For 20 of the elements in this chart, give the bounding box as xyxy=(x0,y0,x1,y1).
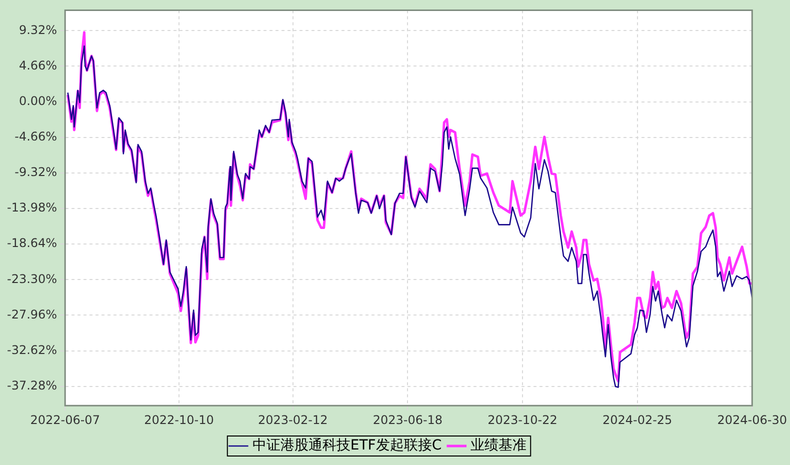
legend-label: 业绩基准 xyxy=(470,438,527,454)
y-tick-label: -9.32% xyxy=(14,165,58,180)
x-tick-label: 2023-10-22 xyxy=(488,412,558,427)
y-tick-label: -27.96% xyxy=(6,307,58,322)
y-tick-label: -23.30% xyxy=(6,272,58,286)
y-tick-label: 0.00% xyxy=(18,94,58,108)
x-tick-label: 2022-06-07 xyxy=(30,412,100,427)
y-tick-label: 4.66% xyxy=(18,58,58,72)
x-tick-label: 2022-10-10 xyxy=(144,412,214,427)
y-tick-label: -32.62% xyxy=(6,342,58,357)
x-tick-label: 2023-02-12 xyxy=(258,412,328,427)
legend-label: 中证港股通科技ETF发起联接C xyxy=(252,438,442,454)
y-tick-label: -4.66% xyxy=(14,129,58,144)
y-tick-label: -13.98% xyxy=(6,200,58,215)
y-tick-label: 9.32% xyxy=(18,22,58,37)
y-tick-label: -18.64% xyxy=(6,236,58,250)
y-tick-label: -37.28% xyxy=(6,378,58,392)
x-tick-label: 2023-06-18 xyxy=(372,412,443,427)
x-tick-label: 2024-02-25 xyxy=(602,412,672,427)
x-tick-label: 2024-06-30 xyxy=(717,412,788,427)
